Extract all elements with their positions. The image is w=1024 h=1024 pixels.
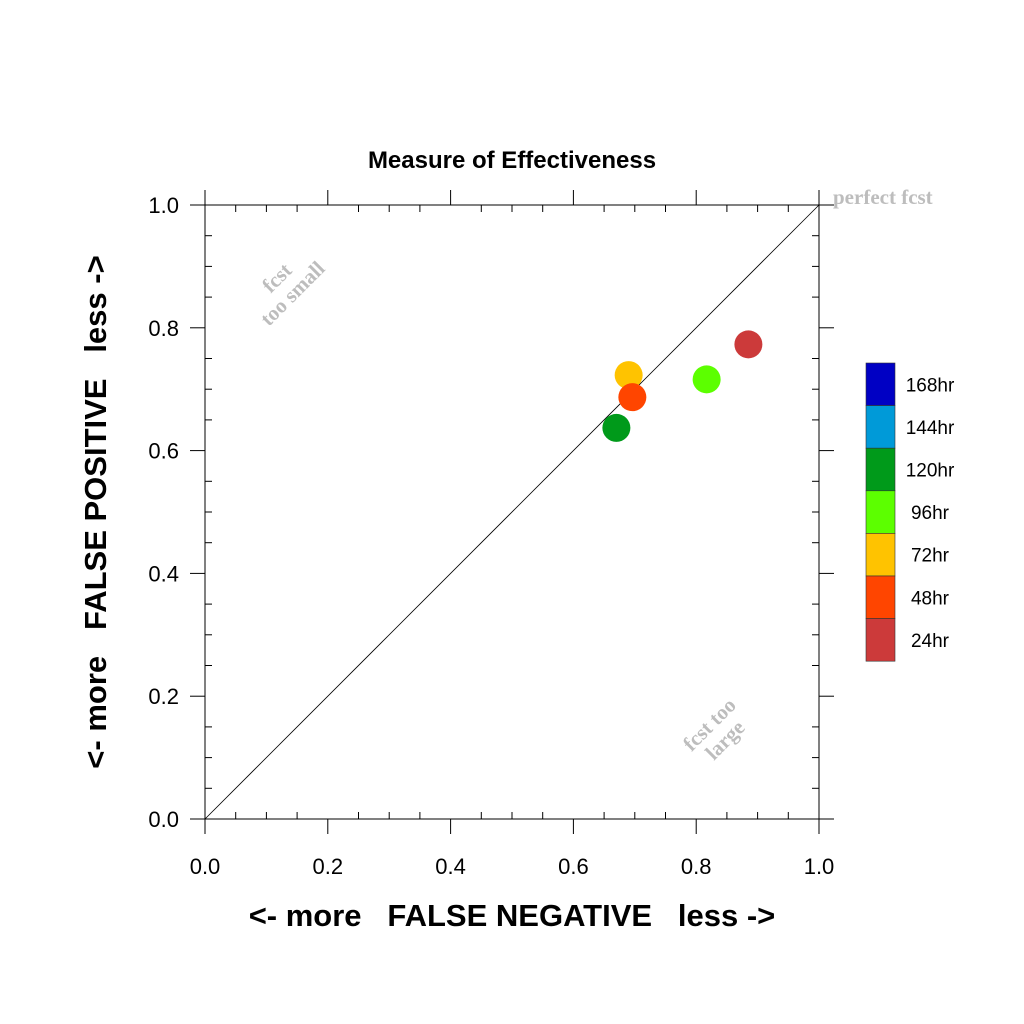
y-tick-labels: 0.0 0.2 0.4 0.6 0.8 1.0: [148, 193, 179, 832]
data-point-48hr: [618, 383, 647, 412]
x-tick-label: 0.0: [190, 854, 221, 879]
legend-label-168hr: 168hr: [906, 375, 955, 396]
legend-swatch-24hr: [865, 618, 896, 662]
x-tick-label: 0.4: [435, 854, 466, 879]
data-point-96hr: [692, 365, 721, 394]
x-tick-label: 0.6: [558, 854, 589, 879]
legend-swatch-144hr: [865, 405, 896, 449]
legend-swatch-48hr: [865, 575, 896, 619]
y-axis-label: <- more FALSE POSITIVE less ->: [78, 255, 113, 768]
data-point-120hr: [602, 413, 631, 442]
legend-swatch-168hr: [865, 362, 896, 406]
annotation-too-small-line2: too small: [255, 256, 329, 330]
annotation-too-large: fcst too large: [678, 693, 749, 764]
annotation-perfect-fcst: perfect fcst: [833, 185, 933, 209]
legend-label-96hr: 96hr: [911, 503, 950, 524]
data-point-24hr: [734, 330, 763, 359]
legend-label-24hr: 24hr: [911, 631, 950, 652]
data-points: [602, 330, 763, 442]
x-tick-label: 1.0: [804, 854, 835, 879]
y-tick-label: 1.0: [148, 193, 179, 218]
legend-label-120hr: 120hr: [906, 461, 955, 482]
x-axis-label: <- more FALSE NEGATIVE less ->: [249, 898, 776, 933]
y-tick-label: 0.6: [148, 439, 179, 464]
legend-swatch-72hr: [865, 533, 896, 577]
x-tick-label: 0.2: [313, 854, 344, 879]
data-point-72hr: [614, 361, 643, 390]
legend-label-48hr: 48hr: [911, 588, 950, 609]
axis-ticks: [190, 190, 834, 834]
legend: 168hr 144hr 120hr 96hr 72hr 48hr 24hr: [865, 362, 955, 662]
y-tick-label: 0.2: [148, 684, 179, 709]
x-tick-label: 0.8: [681, 854, 712, 879]
y-tick-label: 0.4: [148, 561, 179, 586]
legend-swatch-120hr: [865, 447, 896, 492]
perfect-forecast-diagonal: [204, 204, 820, 820]
x-tick-labels: 0.0 0.2 0.4 0.6 0.8 1.0: [190, 854, 835, 879]
legend-swatch-96hr: [865, 490, 896, 534]
legend-label-144hr: 144hr: [906, 418, 955, 439]
y-tick-label: 0.8: [148, 316, 179, 341]
legend-label-72hr: 72hr: [911, 546, 950, 567]
y-tick-label: 0.0: [148, 807, 179, 832]
annotation-too-small: fcst too small: [255, 256, 329, 330]
chart-title: Measure of Effectiveness: [368, 147, 656, 174]
